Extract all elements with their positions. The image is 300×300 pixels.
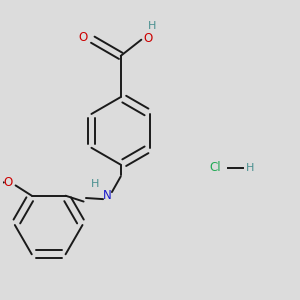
Text: H: H [148,22,157,32]
Text: O: O [3,176,12,189]
Text: O: O [79,31,88,44]
Text: N: N [103,189,112,202]
Text: H: H [91,179,99,189]
Text: O: O [143,32,152,45]
Text: H: H [246,163,254,172]
Text: Cl: Cl [209,161,221,174]
